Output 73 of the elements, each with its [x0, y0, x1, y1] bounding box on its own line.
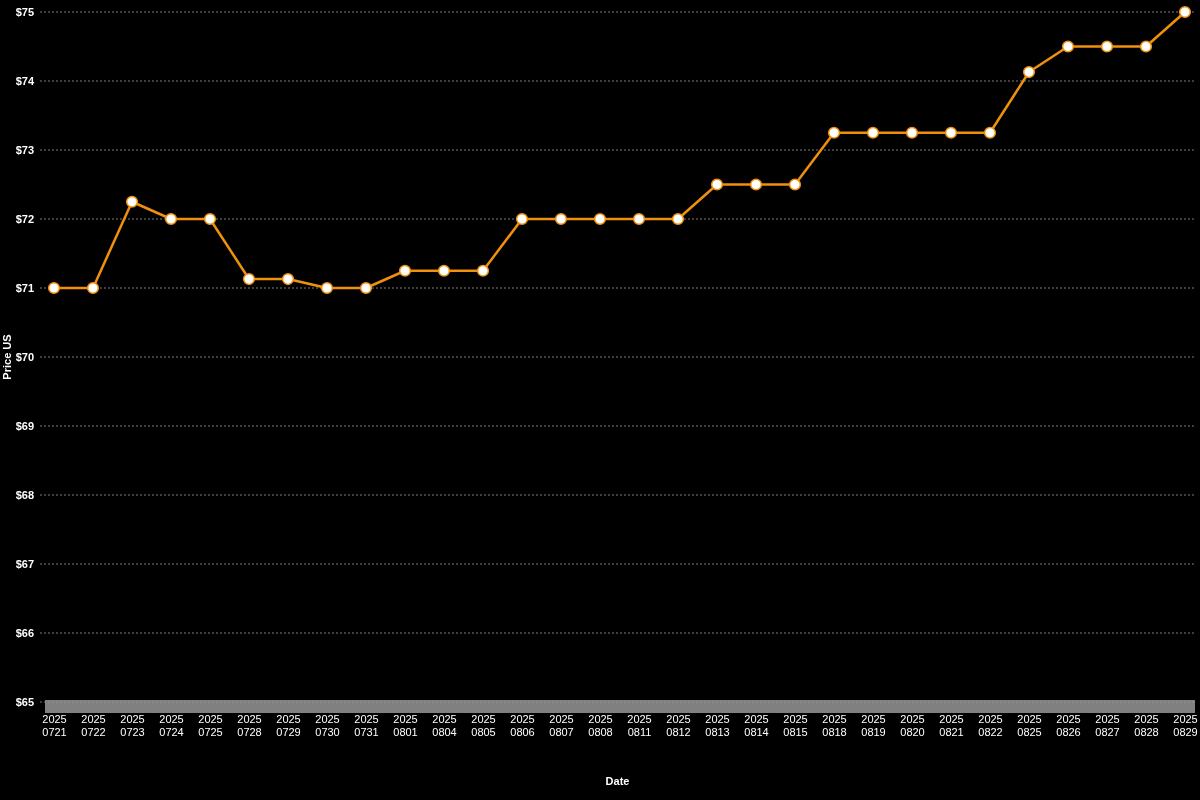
point: [866, 126, 880, 139]
point: [944, 126, 958, 139]
y-axis-title: Price US: [1, 334, 13, 380]
x-tick-label: 20250805: [471, 712, 496, 739]
point: [320, 281, 334, 295]
y-tick-label: $66: [15, 627, 34, 640]
x-tick-label: 20250819: [861, 712, 886, 739]
y-tick-label: $73: [15, 144, 34, 157]
y-tick-label: $70: [15, 351, 34, 364]
x-tick-label: 20250728: [237, 712, 262, 739]
x-tick-label: 20250806: [510, 712, 535, 739]
y-tick-label: $68: [15, 489, 34, 502]
point: [476, 264, 490, 277]
x-tick-label: 20250815: [783, 712, 808, 739]
x-tick-label: 20250729: [276, 712, 301, 739]
x-tick-label: 20250811: [627, 712, 652, 739]
point: [281, 272, 295, 286]
x-tick-label: 20250820: [900, 712, 925, 739]
x-tick-label: 20250825: [1017, 712, 1042, 739]
point: [710, 178, 724, 191]
point: [125, 195, 139, 208]
point: [242, 272, 256, 286]
y-tick-label: $65: [15, 696, 34, 709]
point: [203, 212, 217, 226]
x-tick-label: 20250812: [666, 712, 691, 739]
y-tick-label: $71: [15, 282, 34, 295]
x-axis-title: Date: [605, 775, 630, 787]
point: [749, 178, 763, 191]
x-tick-label: 20250828: [1134, 712, 1159, 739]
x-tick-label: 20250724: [159, 712, 184, 739]
point: [359, 281, 373, 295]
point: [1100, 40, 1114, 53]
point: [47, 281, 61, 295]
x-tick-label: 20250827: [1095, 712, 1120, 739]
x-tick-label: 20250814: [744, 712, 769, 739]
point: [1139, 40, 1153, 53]
x-tick-label: 20250730: [315, 712, 340, 739]
x-tick-label: 20250826: [1056, 712, 1081, 739]
point: [671, 212, 685, 226]
x-tick-label: 20250822: [978, 712, 1003, 739]
x-tick-label: 20250804: [432, 712, 457, 739]
y-tick-label: $75: [15, 6, 34, 19]
point: [983, 126, 997, 139]
point: [1178, 5, 1192, 19]
x-tick-label: 20250723: [120, 712, 145, 739]
point: [398, 264, 412, 277]
point: [515, 212, 529, 226]
point: [905, 126, 919, 139]
point: [1022, 65, 1036, 79]
point: [593, 212, 607, 226]
y-tick-label: $72: [15, 213, 34, 226]
x-tick-label: 20250821: [939, 712, 964, 739]
point: [164, 212, 178, 226]
x-tick-label: 20250807: [549, 712, 574, 739]
x-tick-label: 20250725: [198, 712, 223, 739]
point: [1061, 40, 1075, 53]
point: [827, 126, 841, 139]
x-tick-label: 20250808: [588, 712, 613, 739]
x-tick-label: 20250813: [705, 712, 730, 739]
point: [86, 281, 100, 295]
x-tick-label: 20250818: [822, 712, 847, 739]
x-tick-label: 20250801: [393, 712, 418, 739]
point: [554, 212, 568, 226]
y-tick-label: $67: [15, 558, 34, 571]
point: [632, 212, 646, 226]
y-tick-label: $69: [15, 420, 34, 433]
x-tick-label: 20250731: [354, 712, 379, 739]
x-tick-label: 20250721: [42, 712, 67, 739]
point: [788, 178, 802, 191]
point: [437, 264, 451, 277]
y-tick-label: $74: [15, 75, 35, 88]
x-tick-label: 20250722: [81, 712, 106, 739]
x-tick-label: 20250829: [1173, 712, 1198, 739]
